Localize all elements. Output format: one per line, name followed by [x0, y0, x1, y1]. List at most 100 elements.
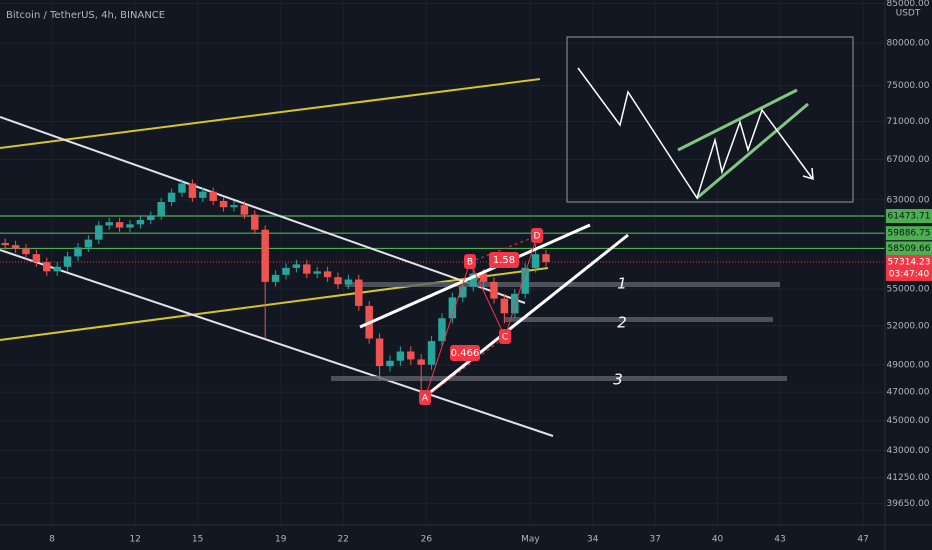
countdown: 03:47:40: [889, 269, 930, 279]
ratio-badge: [489, 252, 519, 268]
candle-body: [355, 279, 363, 306]
y-tick-label: 67000.00: [887, 155, 930, 165]
overlay: A B C D 1.58 0.466 1 2 3: [359, 36, 854, 405]
candle-body: [32, 254, 41, 263]
candle-body: [271, 274, 280, 282]
y-tick-label: 45000.00: [887, 416, 930, 426]
candle-body: [292, 264, 301, 268]
point-label: C: [502, 333, 508, 343]
y-tick-label: 39650.00: [887, 499, 930, 509]
x-tick-label: 19: [275, 535, 287, 545]
y-tick-label: 80000.00: [887, 39, 930, 49]
candle-body: [417, 359, 425, 365]
candle-body: [136, 220, 145, 225]
inset-frame: [566, 36, 854, 203]
candle-body: [479, 273, 488, 282]
candle-body: [251, 214, 259, 230]
price-tag: [886, 226, 932, 241]
price-tag: [886, 241, 932, 256]
candle-body: [511, 293, 519, 314]
point-label: A: [422, 394, 429, 404]
candle-body: [500, 298, 509, 314]
zone: [505, 317, 773, 322]
candle-body: [459, 286, 467, 298]
x-tick-label: 34: [587, 535, 599, 545]
zone-label: 3: [613, 371, 623, 389]
candle-body: [167, 192, 176, 203]
x-tick-label: 15: [192, 535, 203, 545]
candle-body: [375, 338, 384, 367]
candle-body: [74, 247, 82, 257]
candle-body: [323, 271, 332, 278]
x-tick-label: 43: [774, 535, 785, 545]
candle-body: [261, 229, 269, 282]
y-tick-label: 41250.00: [887, 473, 930, 483]
y-tick-label: 52000.00: [887, 321, 930, 331]
y-tick-label: 49000.00: [887, 360, 930, 370]
x-tick-label: 12: [129, 535, 140, 545]
y-tick-label: 71000.00: [887, 117, 930, 127]
price-tags: 61473.71 59886.75 58509.66 57314.23 03:47:40: [886, 209, 932, 281]
candle-body: [63, 256, 72, 267]
trend-line: [0, 267, 549, 341]
trend-line: [0, 78, 541, 149]
price-tag-label: 61473.71: [888, 212, 931, 222]
candle-body: [157, 202, 165, 216]
candle-body: [199, 191, 207, 198]
candle-body: [53, 266, 61, 272]
candle-body: [448, 297, 457, 319]
y-tick-label: 75000.00: [887, 81, 930, 91]
price-tag-label: 58509.66: [888, 244, 931, 254]
candle-body: [521, 267, 529, 294]
candles: [1, 179, 550, 393]
y-tick-label: 85000.00: [887, 0, 930, 9]
point-label: D: [534, 232, 541, 242]
candle-body: [147, 215, 155, 221]
ratio-label: 1.58: [493, 255, 515, 266]
candle-body: [542, 254, 550, 263]
candle-body: [1, 242, 9, 246]
x-tick-label: 40: [712, 535, 724, 545]
candle-body: [469, 273, 477, 287]
point-badge: [499, 329, 511, 344]
price-tag-label: 59886.75: [888, 229, 931, 239]
ratio-badge: [450, 345, 480, 361]
candle-body: [43, 262, 51, 272]
candle-body: [95, 225, 103, 240]
candle-body: [11, 245, 20, 249]
candle-body: [22, 248, 30, 255]
channel-line: [422, 233, 629, 400]
x-tick-label: May: [521, 535, 540, 545]
inset-line: [696, 102, 809, 200]
x-tick-label: 26: [421, 535, 433, 545]
candle-body: [407, 351, 415, 360]
candle-body: [438, 318, 446, 342]
zone-label: 2: [617, 314, 627, 332]
candle-body: [303, 264, 311, 274]
x-tick-label: 37: [649, 535, 660, 545]
point-badge: [464, 254, 476, 269]
candle-body: [282, 267, 290, 275]
zone: [345, 282, 780, 287]
candle-body: [334, 277, 342, 285]
abcd-pattern: [424, 235, 538, 399]
axis-unit: USDT: [896, 9, 921, 19]
point-badge: [419, 390, 431, 405]
inset-line: [677, 88, 798, 152]
candle-body: [105, 222, 113, 226]
x-tick-label: 47: [857, 535, 868, 545]
candle-body: [344, 279, 353, 285]
point-label: B: [467, 258, 473, 268]
candle-body: [396, 351, 405, 361]
price-tag: [886, 254, 932, 281]
y-tick-label: 63000.00: [887, 195, 930, 205]
candle-body: [313, 271, 321, 274]
zone: [331, 376, 787, 381]
candle-body: [427, 341, 436, 365]
candle-body: [209, 191, 217, 201]
price-tag: [886, 209, 932, 224]
trend-line: [0, 249, 554, 437]
x-tick-label: 22: [337, 535, 348, 545]
zone-label: 1: [617, 275, 627, 293]
